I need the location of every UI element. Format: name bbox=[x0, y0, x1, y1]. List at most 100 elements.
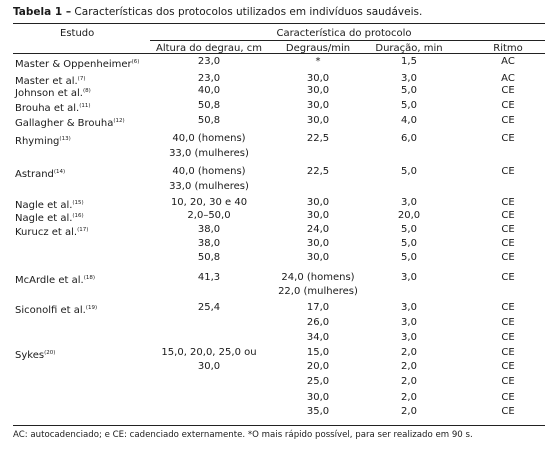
header-estudo: Estudo bbox=[60, 28, 95, 39]
study-name: Rhyming(13) bbox=[15, 133, 71, 148]
reference-number: (15) bbox=[72, 200, 84, 206]
degraus-cell: 30,0 bbox=[306, 100, 330, 111]
degraus-cell: 30,0 bbox=[306, 238, 330, 249]
altura-cell: 50,8 bbox=[197, 100, 221, 111]
degraus-cell: 30,0 bbox=[306, 115, 330, 126]
study-name: Gallagher & Brouha(12) bbox=[15, 115, 125, 130]
duracao-cell: 20,0 bbox=[397, 210, 421, 221]
altura-cell: 40,0 bbox=[197, 85, 221, 96]
ritmo-cell: CE bbox=[501, 197, 515, 208]
ritmo-cell: CE bbox=[501, 317, 515, 328]
study-name-text: Master et al. bbox=[15, 76, 78, 87]
study-name-text: Sykes bbox=[15, 350, 45, 361]
caption-text: Características dos protocolos utilizado… bbox=[71, 6, 423, 18]
altura-cell: 41,3 bbox=[197, 272, 221, 283]
reference-number: (7) bbox=[77, 76, 86, 82]
study-name: Brouha et al.(11) bbox=[15, 100, 91, 115]
reference-number: (12) bbox=[113, 118, 125, 124]
header-group: Característica do protocolo bbox=[276, 28, 412, 39]
group-header-rule bbox=[150, 40, 545, 41]
reference-number: (8) bbox=[82, 88, 91, 94]
degraus-cell: 30,0 bbox=[306, 197, 330, 208]
ritmo-cell: CE bbox=[501, 224, 515, 235]
study-name-text: Master & Oppenheimer bbox=[15, 59, 132, 70]
study-name: Siconolfi et al.(19) bbox=[15, 302, 97, 317]
header-bottom-rule bbox=[13, 53, 545, 54]
header-duracao: Duração, min bbox=[375, 43, 443, 54]
ritmo-cell: CE bbox=[501, 376, 515, 387]
altura-cell: 38,0 bbox=[197, 238, 221, 249]
reference-number: (11) bbox=[79, 103, 91, 109]
study-name: Master et al.(7) bbox=[15, 73, 85, 88]
study-name: McArdle et al.(18) bbox=[15, 272, 95, 287]
ritmo-cell: CE bbox=[501, 252, 515, 263]
reference-number: (6) bbox=[131, 59, 140, 65]
study-name-text: Astrand bbox=[15, 169, 54, 180]
duracao-cell: 2,0 bbox=[401, 361, 417, 372]
degraus-cell: * bbox=[315, 56, 321, 67]
ritmo-cell: CE bbox=[501, 406, 515, 417]
table-bottom-rule bbox=[13, 425, 545, 426]
duracao-cell: 5,0 bbox=[401, 85, 417, 96]
study-name-text: Kurucz et al. bbox=[15, 227, 78, 238]
ritmo-cell: CE bbox=[501, 115, 515, 126]
duracao-cell: 2,0 bbox=[401, 347, 417, 358]
caption-label: Tabela 1 – bbox=[13, 6, 72, 18]
altura-cell: 50,8 bbox=[197, 115, 221, 126]
degraus-cell: 25,0 bbox=[306, 376, 330, 387]
ritmo-cell: AC bbox=[501, 56, 515, 67]
reference-number: (14) bbox=[53, 169, 66, 175]
degraus-cell: 22,5 bbox=[306, 166, 330, 177]
degraus-cell: 15,0 bbox=[306, 347, 330, 358]
ritmo-cell: CE bbox=[501, 100, 515, 111]
duracao-cell: 2,0 bbox=[401, 376, 417, 387]
header-ritmo: Ritmo bbox=[493, 43, 523, 54]
altura-cell: 2,0–50,0 bbox=[187, 210, 231, 221]
degraus-cell: 24,0 (homens) bbox=[281, 272, 355, 283]
study-name-text: Gallagher & Brouha bbox=[15, 118, 114, 129]
reference-number: (16) bbox=[72, 213, 84, 219]
degraus-cell: 35,0 bbox=[306, 406, 330, 417]
duracao-cell: 5,0 bbox=[401, 166, 417, 177]
degraus-cell: 20,0 bbox=[306, 361, 330, 372]
duracao-cell: 3,0 bbox=[401, 302, 417, 313]
duracao-cell: 3,0 bbox=[401, 317, 417, 328]
altura-cell: 40,0 (homens) bbox=[172, 166, 246, 177]
duracao-cell: 2,0 bbox=[401, 406, 417, 417]
ritmo-cell: CE bbox=[501, 392, 515, 403]
study-name-text: Nagle et al. bbox=[15, 213, 73, 224]
altura-cell: 10, 20, 30 e 40 bbox=[170, 197, 248, 208]
altura-cell: 25,4 bbox=[197, 302, 221, 313]
study-name-text: Rhyming bbox=[15, 136, 60, 147]
study-name-text: Siconolfi et al. bbox=[15, 305, 86, 316]
ritmo-cell: CE bbox=[501, 133, 515, 144]
study-name: Kurucz et al.(17) bbox=[15, 224, 88, 239]
ritmo-cell: CE bbox=[501, 238, 515, 249]
study-name: Astrand(14) bbox=[15, 166, 65, 181]
header-altura: Altura do degrau, cm bbox=[156, 43, 262, 54]
reference-number: (19) bbox=[85, 305, 98, 311]
study-name-text: Brouha et al. bbox=[15, 103, 80, 114]
degraus-cell: 30,0 bbox=[306, 210, 330, 221]
ritmo-cell: CE bbox=[501, 361, 515, 372]
ritmo-cell: CE bbox=[501, 272, 515, 283]
study-name-text: Nagle et al. bbox=[15, 200, 73, 211]
degraus-cell: 34,0 bbox=[306, 332, 330, 343]
table-top-rule bbox=[13, 23, 545, 24]
study-name: Nagle et al.(15) bbox=[15, 197, 84, 212]
altura-cell: 50,8 bbox=[197, 252, 221, 263]
study-name: Johnson et al.(8) bbox=[15, 85, 91, 100]
study-name-text: McArdle et al. bbox=[15, 275, 84, 286]
table-caption: Tabela 1 – Características dos protocolo… bbox=[13, 6, 422, 18]
duracao-cell: 3,0 bbox=[401, 197, 417, 208]
altura-cell: 40,0 (homens) bbox=[172, 133, 246, 144]
degraus-cell: 24,0 bbox=[306, 224, 330, 235]
ritmo-cell: CE bbox=[501, 332, 515, 343]
ritmo-cell: CE bbox=[501, 210, 515, 221]
reference-number: (18) bbox=[83, 275, 95, 281]
altura-cell: 23,0 bbox=[197, 73, 221, 84]
duracao-cell: 3,0 bbox=[401, 272, 417, 283]
study-name-text: Johnson et al. bbox=[15, 88, 83, 99]
ritmo-cell: CE bbox=[501, 302, 515, 313]
altura-cell: 38,0 bbox=[197, 224, 221, 235]
